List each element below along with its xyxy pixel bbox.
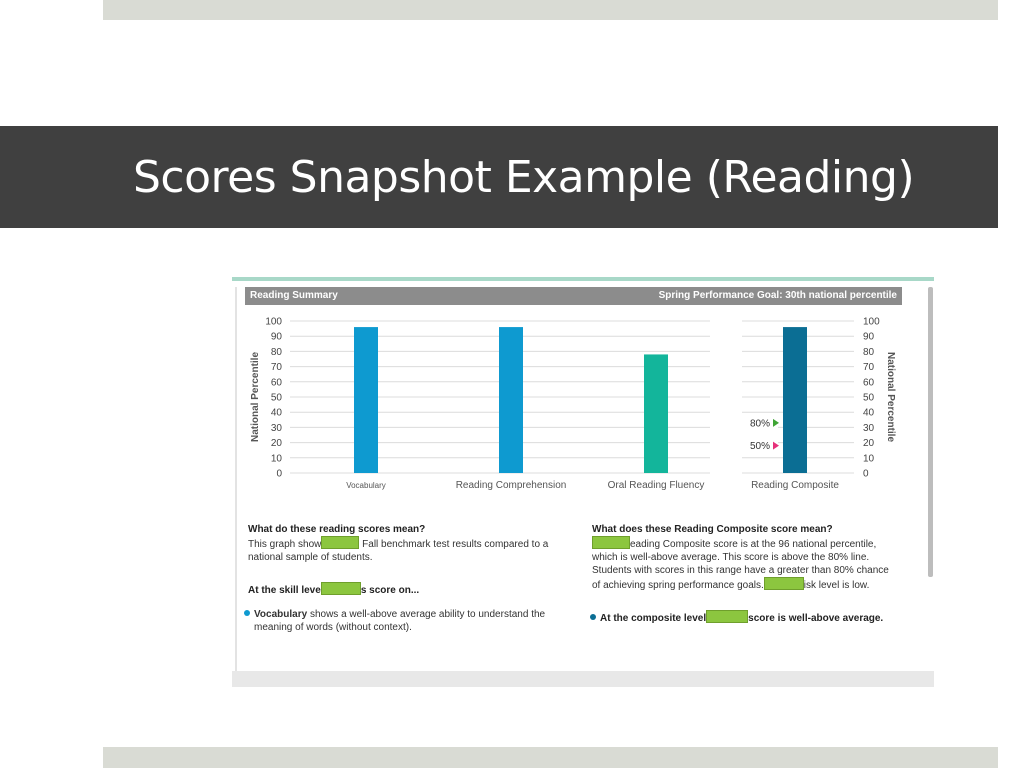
reading-scores-body: This graph show Fall benchmark test resu… [248,536,568,564]
screenshot-bottom-bar [232,671,934,687]
redaction-highlight [321,536,360,549]
goal-marker-label: 50% [750,441,770,452]
y-axis-title: National Percentile [250,352,261,442]
composite-question: What does these Reading Composite score … [592,524,833,535]
marker-bg [740,415,778,430]
skill-text: s score on... [360,585,420,596]
reading-scores-question: What do these reading scores mean? [248,524,426,535]
bar-vocabulary [354,327,378,473]
bar-reading-comprehension [499,327,523,473]
bullet-text: shows a well-above average ability to un… [307,609,546,620]
report-header: Reading Summary Spring Performance Goal:… [245,287,902,305]
skill-text: At the skill leve [248,585,321,596]
redaction-highlight [592,536,630,549]
x-category-label: Reading Composite [751,480,839,491]
y-tick-label: 100 [265,317,282,328]
y-tick-label-right: 10 [863,453,875,464]
body-text: This graph show [248,539,322,550]
bullet-dot [590,614,596,620]
composite-bullet: At the composite level score is well-abov… [590,610,920,624]
goal-marker-arrow [773,418,779,427]
body-text: Students with scores in this range have … [592,565,889,576]
x-category-label: Reading Comprehension [456,480,567,491]
performance-goal: Spring Performance Goal: 30th national p… [658,290,897,301]
vocabulary-bullet: Vocabulary shows a well-above average ab… [244,608,574,634]
slide-title: Scores Snapshot Example (Reading) [133,152,915,203]
y-tick-label-right: 40 [863,408,875,419]
y-tick-label-right: 60 [863,377,875,388]
y-tick-label-right: 50 [863,393,875,404]
y-tick-label-right: 100 [863,317,880,328]
report-header-title: Reading Summary [250,290,338,301]
y-tick-label: 70 [271,362,283,373]
screenshot-top-border [232,277,934,281]
redaction-highlight [320,582,361,595]
y-tick-label: 50 [271,393,283,404]
body-text: isk level is low. [803,580,870,591]
goal-marker-label: 80% [750,418,770,429]
y-tick-label: 0 [276,469,282,480]
bullet-text: At the composite level [600,613,707,624]
y-tick-label-right: 80 [863,347,875,358]
skill-level-heading: At the skill leve s score on... [248,582,419,596]
y-tick-label-right: 70 [863,362,875,373]
y-axis-title-right: National Percentile [885,352,896,442]
title-bar [0,126,998,228]
y-tick-label: 90 [271,332,283,343]
y-tick-label: 10 [271,453,283,464]
bar-oral-reading-fluency [644,354,668,473]
y-tick-label-right: 90 [863,332,875,343]
y-tick-label: 20 [271,438,283,449]
vocabulary-label: Vocabulary [254,609,308,620]
y-tick-label-right: 30 [863,423,875,434]
bullet-text: meaning of words (without context). [254,622,412,633]
bottom-band [103,747,998,768]
goal-marker-arrow [773,441,779,450]
bullet-text: score is well-above average. [748,613,884,624]
composite-explanation: What does these Reading Composite score … [592,523,912,592]
body-text: which is well-above average. This score … [592,552,870,563]
screenshot-left-border [235,287,237,671]
y-tick-label: 60 [271,377,283,388]
y-tick-label: 30 [271,423,283,434]
body-text: Fall benchmark test results compared to … [359,539,549,550]
body-text: of achieving spring performance goals. [592,580,764,591]
marker-bg [740,438,778,453]
x-category-label: Oral Reading Fluency [608,480,705,491]
y-tick-label-right: 0 [863,469,869,480]
y-tick-label-right: 20 [863,438,875,449]
body-text: national sample of students. [248,552,373,563]
redaction-highlight [706,610,749,623]
bar-reading-composite [783,327,807,473]
composite-body: eading Composite score is at the 96 nati… [592,536,912,592]
report-screenshot: Reading Summary Spring Performance Goal:… [232,277,934,687]
reading-scores-explanation: What do these reading scores mean? This … [248,523,568,564]
redaction-highlight [763,577,804,590]
x-category-label: Vocabulary [346,481,386,490]
y-tick-label: 40 [271,408,283,419]
top-band [103,0,998,20]
body-text: eading Composite score is at the 96 nati… [630,539,877,550]
bullet-dot [244,610,250,616]
scrollbar[interactable] [928,287,933,577]
y-tick-label: 80 [271,347,283,358]
